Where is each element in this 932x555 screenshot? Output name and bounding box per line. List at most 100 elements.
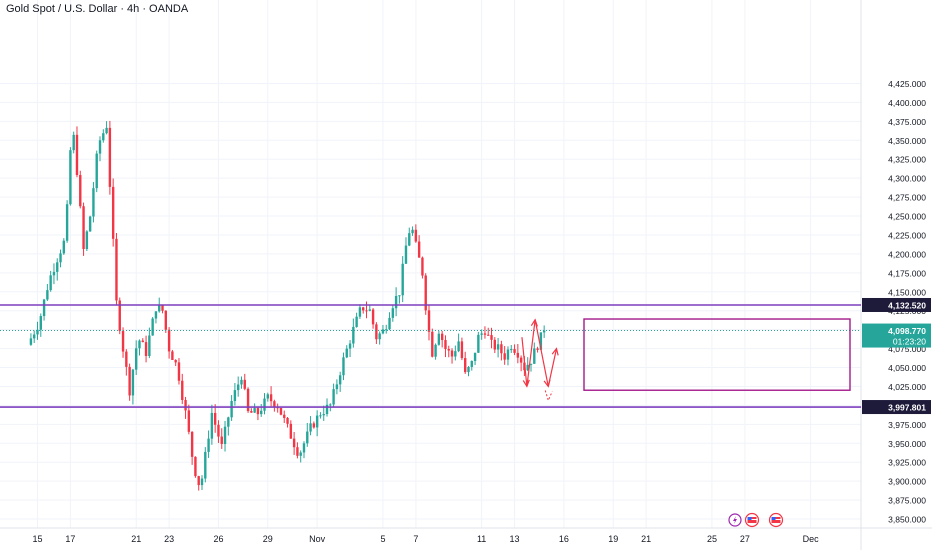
level-price-tag xyxy=(862,400,931,415)
candle-up xyxy=(319,415,322,417)
candle-up xyxy=(62,240,66,254)
candle-up xyxy=(266,394,269,399)
candle-down xyxy=(286,417,289,424)
candle-up xyxy=(335,384,339,390)
candle-up xyxy=(434,344,437,357)
candle-up xyxy=(302,443,306,453)
candle-down xyxy=(246,388,250,412)
candle-down xyxy=(184,399,187,411)
candle-up xyxy=(299,452,302,456)
candle-down xyxy=(516,352,520,358)
candle-up xyxy=(223,426,227,444)
candle-down xyxy=(243,379,246,389)
candle-up xyxy=(69,150,72,205)
x-tick-label: 19 xyxy=(608,534,618,544)
candle-up xyxy=(135,348,138,370)
x-tick-label: Nov xyxy=(309,534,326,544)
candle-up xyxy=(506,349,510,360)
candle-up xyxy=(388,317,391,330)
candle-down xyxy=(197,476,200,486)
projection-arrowhead xyxy=(522,379,530,388)
candle-up xyxy=(408,233,411,246)
candle-down xyxy=(144,342,148,357)
current-price-label: 4,098.770 xyxy=(888,326,926,336)
candle-down xyxy=(111,186,115,239)
x-tick-label: 11 xyxy=(477,534,486,544)
candle-down xyxy=(536,348,539,350)
candle-down xyxy=(431,331,434,357)
lightning-icon[interactable] xyxy=(728,513,742,527)
candle-up xyxy=(260,410,263,415)
projection-arrowhead xyxy=(530,318,538,327)
candle-up xyxy=(233,390,237,402)
lightning-bolt xyxy=(733,516,737,524)
candle-down xyxy=(115,238,118,301)
candle-up xyxy=(105,127,108,134)
candle-up xyxy=(49,275,52,291)
candle-down xyxy=(375,324,378,340)
x-tick-label: 26 xyxy=(213,534,223,544)
candle-up xyxy=(236,384,240,391)
candle-up xyxy=(148,335,151,357)
chart-title: Gold Spot / U.S. Dollar · 4h · OANDA xyxy=(6,3,189,15)
candle-down xyxy=(79,175,82,207)
candle-up xyxy=(457,341,460,352)
candle-up xyxy=(539,332,543,350)
candle-up xyxy=(204,451,207,479)
candle-up xyxy=(496,344,500,350)
candle-up xyxy=(529,363,533,365)
candle-up xyxy=(315,415,319,428)
candle-down xyxy=(312,423,316,428)
projection-arrowhead xyxy=(543,379,551,388)
candle-up xyxy=(355,316,358,327)
candle-down xyxy=(187,410,191,432)
candle-up xyxy=(95,153,98,189)
candle-up xyxy=(470,360,473,367)
candle-up xyxy=(227,417,230,427)
candle-up xyxy=(411,229,414,234)
candle-down xyxy=(269,394,273,402)
candle-down xyxy=(164,310,168,330)
candle-up xyxy=(404,245,408,264)
candle-down xyxy=(167,329,171,352)
candle-up xyxy=(56,262,59,272)
candle-up xyxy=(138,340,141,349)
candle-down xyxy=(421,257,424,276)
candle-up xyxy=(42,299,46,317)
us-flag-icon[interactable] xyxy=(768,512,784,528)
y-tick-label: 4,200.000 xyxy=(888,249,926,259)
x-tick-label: 29 xyxy=(263,534,273,544)
y-tick-label: 4,300.000 xyxy=(888,174,926,184)
candle-up xyxy=(210,412,214,439)
x-tick-label: 23 xyxy=(164,534,174,544)
candle-down xyxy=(125,351,128,367)
x-tick-label: Dec xyxy=(803,534,820,544)
y-tick-label: 3,900.000 xyxy=(888,477,926,487)
candle-up xyxy=(454,351,457,357)
projection-alt-hint xyxy=(544,390,553,402)
level-price-label: 4,132.520 xyxy=(888,300,926,310)
candle-down xyxy=(171,351,174,360)
candle-up xyxy=(352,326,355,344)
candle-down xyxy=(493,339,497,350)
candle-down xyxy=(513,349,516,353)
flag-stripe-white xyxy=(747,519,757,520)
range-box xyxy=(583,318,851,391)
candle-down xyxy=(283,414,286,418)
candle-up xyxy=(59,253,62,263)
y-tick-label: 4,150.000 xyxy=(888,287,926,297)
x-tick-label: 17 xyxy=(65,534,75,544)
candle-up xyxy=(394,296,398,309)
candle-up xyxy=(309,423,312,432)
candle-up xyxy=(36,329,39,335)
candle-up xyxy=(510,349,513,351)
x-tick-label: 27 xyxy=(740,534,750,544)
us-flag-icon[interactable] xyxy=(744,512,760,528)
level-price-label: 3,997.801 xyxy=(888,403,926,413)
candle-up xyxy=(542,330,546,333)
candle-down xyxy=(220,436,223,444)
candle-up xyxy=(348,343,352,349)
candle-down xyxy=(460,341,464,359)
